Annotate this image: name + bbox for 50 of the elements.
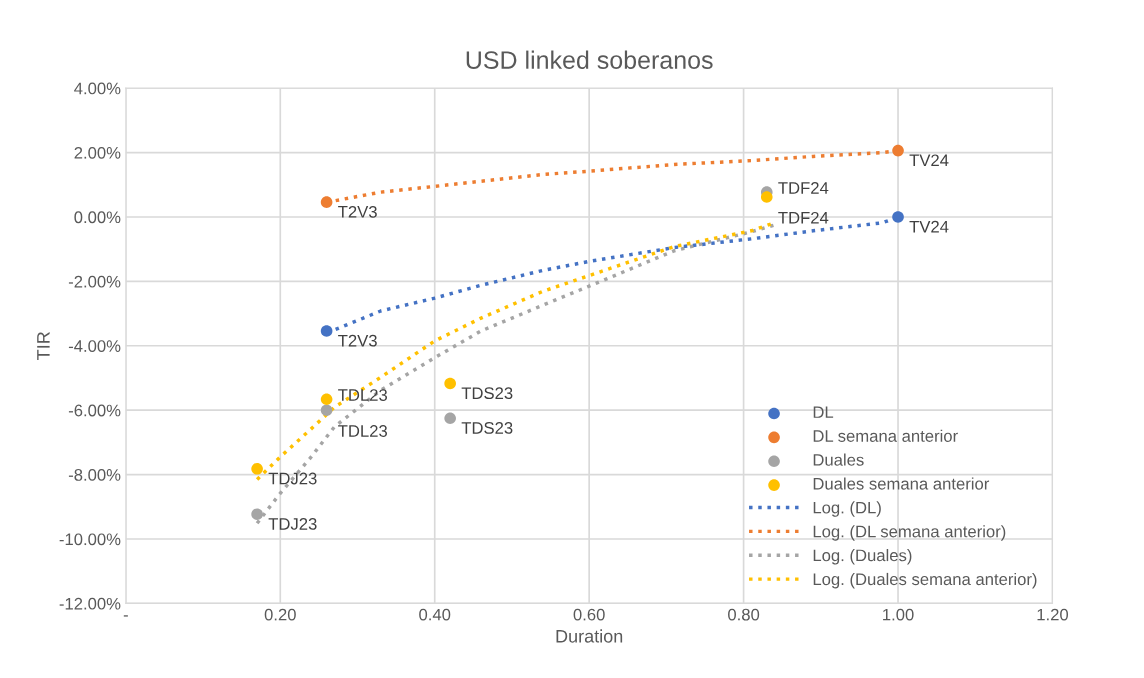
legend-label: Log. (DL semana anterior) — [813, 525, 1006, 541]
point — [251, 462, 263, 475]
legend-label: Log. (Duales semana anterior) — [813, 572, 1037, 589]
y-tick-label: -10.00% — [59, 533, 121, 546]
point — [320, 325, 333, 337]
point — [760, 191, 773, 203]
point — [320, 404, 333, 416]
x-tick-label: 0.60 — [573, 608, 605, 621]
x-tick-label: 1.20 — [1037, 608, 1069, 621]
legend-label: DL semana anterior — [813, 429, 958, 442]
y-tick-label: -12.00% — [59, 597, 121, 610]
annotation: TDS23 — [461, 422, 513, 434]
point — [320, 393, 333, 406]
legend-label: Log. (Duales) — [813, 549, 912, 565]
annotation: T2V3 — [338, 334, 377, 347]
annotation: TDL23 — [338, 425, 388, 437]
point — [892, 144, 904, 157]
y-tick-label: -6.00% — [68, 404, 121, 417]
annotation: TDL23 — [338, 389, 388, 401]
annotation: T2V3 — [338, 205, 377, 218]
annotation: TDF24 — [778, 182, 829, 194]
legend-label: Duales semana anterior — [813, 477, 990, 490]
y-tick-label: -4.00% — [68, 340, 121, 352]
x-tick-label: 1.00 — [883, 608, 914, 621]
point — [444, 412, 456, 425]
annotation: TV24 — [909, 154, 949, 167]
x-tick-label: 0.40 — [419, 608, 451, 621]
x-tick-label: - — [123, 615, 128, 617]
legend-label: DL — [813, 406, 834, 418]
point — [892, 211, 904, 223]
annotation: TDJ23 — [268, 518, 317, 530]
legend-label: Log. (DL) — [813, 501, 881, 517]
y-tick-label: 4.00% — [74, 82, 121, 95]
legend-label: Duales — [813, 453, 864, 466]
point — [251, 508, 263, 521]
annotation: TDS23 — [461, 387, 513, 400]
annotation: TDF24 — [778, 211, 829, 224]
chart-title: USD linked soberanos — [466, 50, 713, 69]
annotation: TDJ23 — [268, 472, 317, 485]
y-tick-label: -8.00% — [68, 469, 121, 481]
x-tick-label: 0.20 — [264, 608, 296, 621]
point — [320, 196, 333, 208]
point — [444, 377, 456, 390]
y-tick-label: 0.00% — [74, 211, 121, 224]
y-tick-label: -2.00% — [68, 275, 121, 288]
x-tick-label: 0.80 — [728, 608, 760, 621]
annotation: TV24 — [909, 220, 949, 233]
y-axis-title: TIR — [37, 332, 50, 360]
x-axis-title: Duration — [556, 629, 623, 643]
y-tick-label: 2.00% — [74, 146, 121, 159]
